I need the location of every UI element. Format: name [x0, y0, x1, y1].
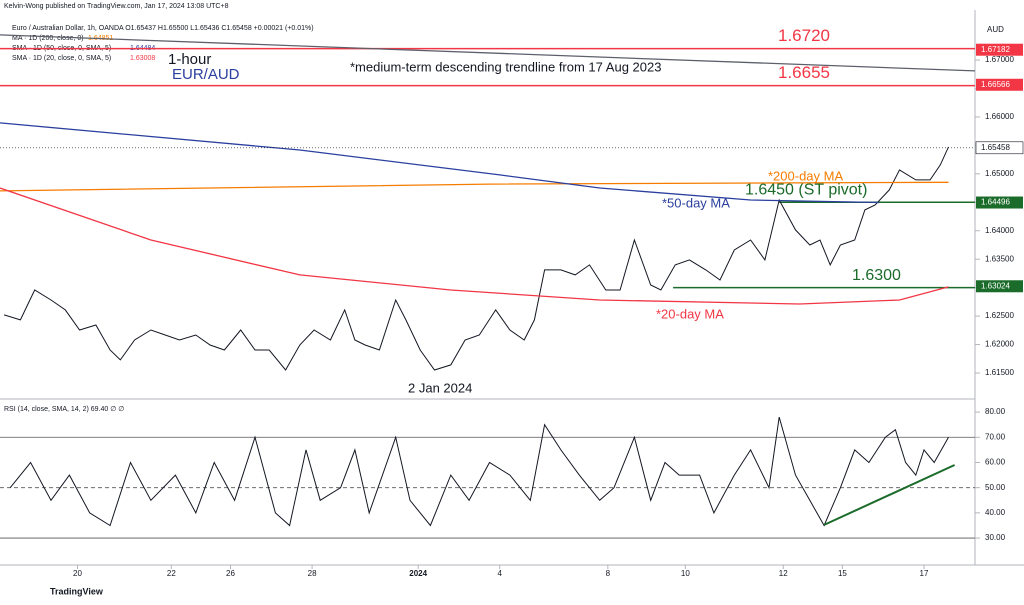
level-label: 1.6300 — [852, 267, 901, 284]
price-badge-label: 1.67182 — [981, 45, 1010, 54]
ma20-value: 1.63008 — [130, 55, 155, 62]
level-label: 1.6720 — [778, 26, 830, 45]
x-tick-label: 17 — [920, 569, 929, 578]
y-tick-label: 1.62000 — [985, 340, 1014, 349]
series-line — [823, 464, 956, 526]
ma200-legend: MA · 1D (200, close, 0) — [12, 35, 84, 42]
ma50-note: *50-day MA — [662, 195, 730, 210]
x-tick-label: 2024 — [409, 569, 427, 578]
rsi-title: RSI (14, close, SMA, 14, 2) 69.40 ∅ ∅ — [4, 406, 124, 413]
footer: TradingView — [50, 586, 104, 596]
low-note: 2 Jan 2024 — [408, 380, 472, 395]
price-badge-label: 1.65458 — [981, 143, 1010, 152]
series-line — [3, 146, 949, 371]
ma20-legend: SMA · 1D (20, close, 0, SMA, 5) — [12, 55, 111, 62]
y-tick-label: 1.63500 — [985, 254, 1014, 263]
x-tick-label: 15 — [838, 569, 847, 578]
series-line — [0, 122, 880, 204]
x-tick-label: 12 — [779, 569, 788, 578]
y-tick-label: 1.64000 — [985, 226, 1014, 235]
price-badge — [976, 78, 1023, 91]
y-tick-label: 80.00 — [985, 407, 1006, 416]
series-line — [0, 187, 949, 305]
y-tick-label: 1.67000 — [985, 55, 1014, 64]
x-tick-label: 10 — [681, 569, 690, 578]
y-tick-label: 1.66000 — [985, 112, 1014, 121]
x-tick-label: 20 — [73, 569, 82, 578]
ma200-note: *200-day MA — [768, 168, 843, 183]
currency: AUD — [987, 25, 1004, 34]
y-tick-label: 60.00 — [985, 458, 1006, 467]
series-line — [0, 34, 976, 72]
y-tick-label: 50.00 — [985, 483, 1006, 492]
publisher: Kelvin-Wong published on TradingView.com… — [4, 3, 229, 10]
price-badge-label: 1.64496 — [981, 198, 1010, 207]
y-tick-label: 30.00 — [985, 533, 1006, 542]
subtitle: EUR/AUD — [172, 66, 240, 83]
x-tick-label: 28 — [308, 569, 317, 578]
y-tick-label: 40.00 — [985, 508, 1006, 517]
symbol-line: Euro / Australian Dollar, 1h, OANDA O1.6… — [12, 25, 314, 32]
x-tick-label: 22 — [167, 569, 176, 578]
ma20-note: *20-day MA — [656, 306, 724, 321]
price-badge-label: 1.63024 — [981, 281, 1010, 290]
level-label: 1.6450 (ST pivot) — [745, 182, 867, 199]
price-badge — [976, 43, 1023, 56]
y-tick-label: 1.62500 — [985, 311, 1014, 320]
trendline-note: *medium-term descending trendline from 1… — [350, 59, 661, 74]
price-badge — [976, 280, 1023, 293]
price-badge — [975, 141, 1024, 155]
x-tick-label: 8 — [606, 569, 611, 578]
title: 1-hour — [168, 51, 211, 68]
x-tick-label: 26 — [226, 569, 235, 578]
x-tick-label: 4 — [498, 569, 503, 578]
series-line — [9, 416, 949, 527]
y-tick-label: 1.65000 — [985, 169, 1014, 178]
price-badge-label: 1.66566 — [981, 80, 1010, 89]
y-tick-label: 1.61500 — [985, 368, 1014, 377]
level-label: 1.6655 — [778, 63, 830, 82]
price-badge — [976, 196, 1023, 209]
y-tick-label: 70.00 — [985, 432, 1006, 441]
series-line — [0, 181, 949, 192]
